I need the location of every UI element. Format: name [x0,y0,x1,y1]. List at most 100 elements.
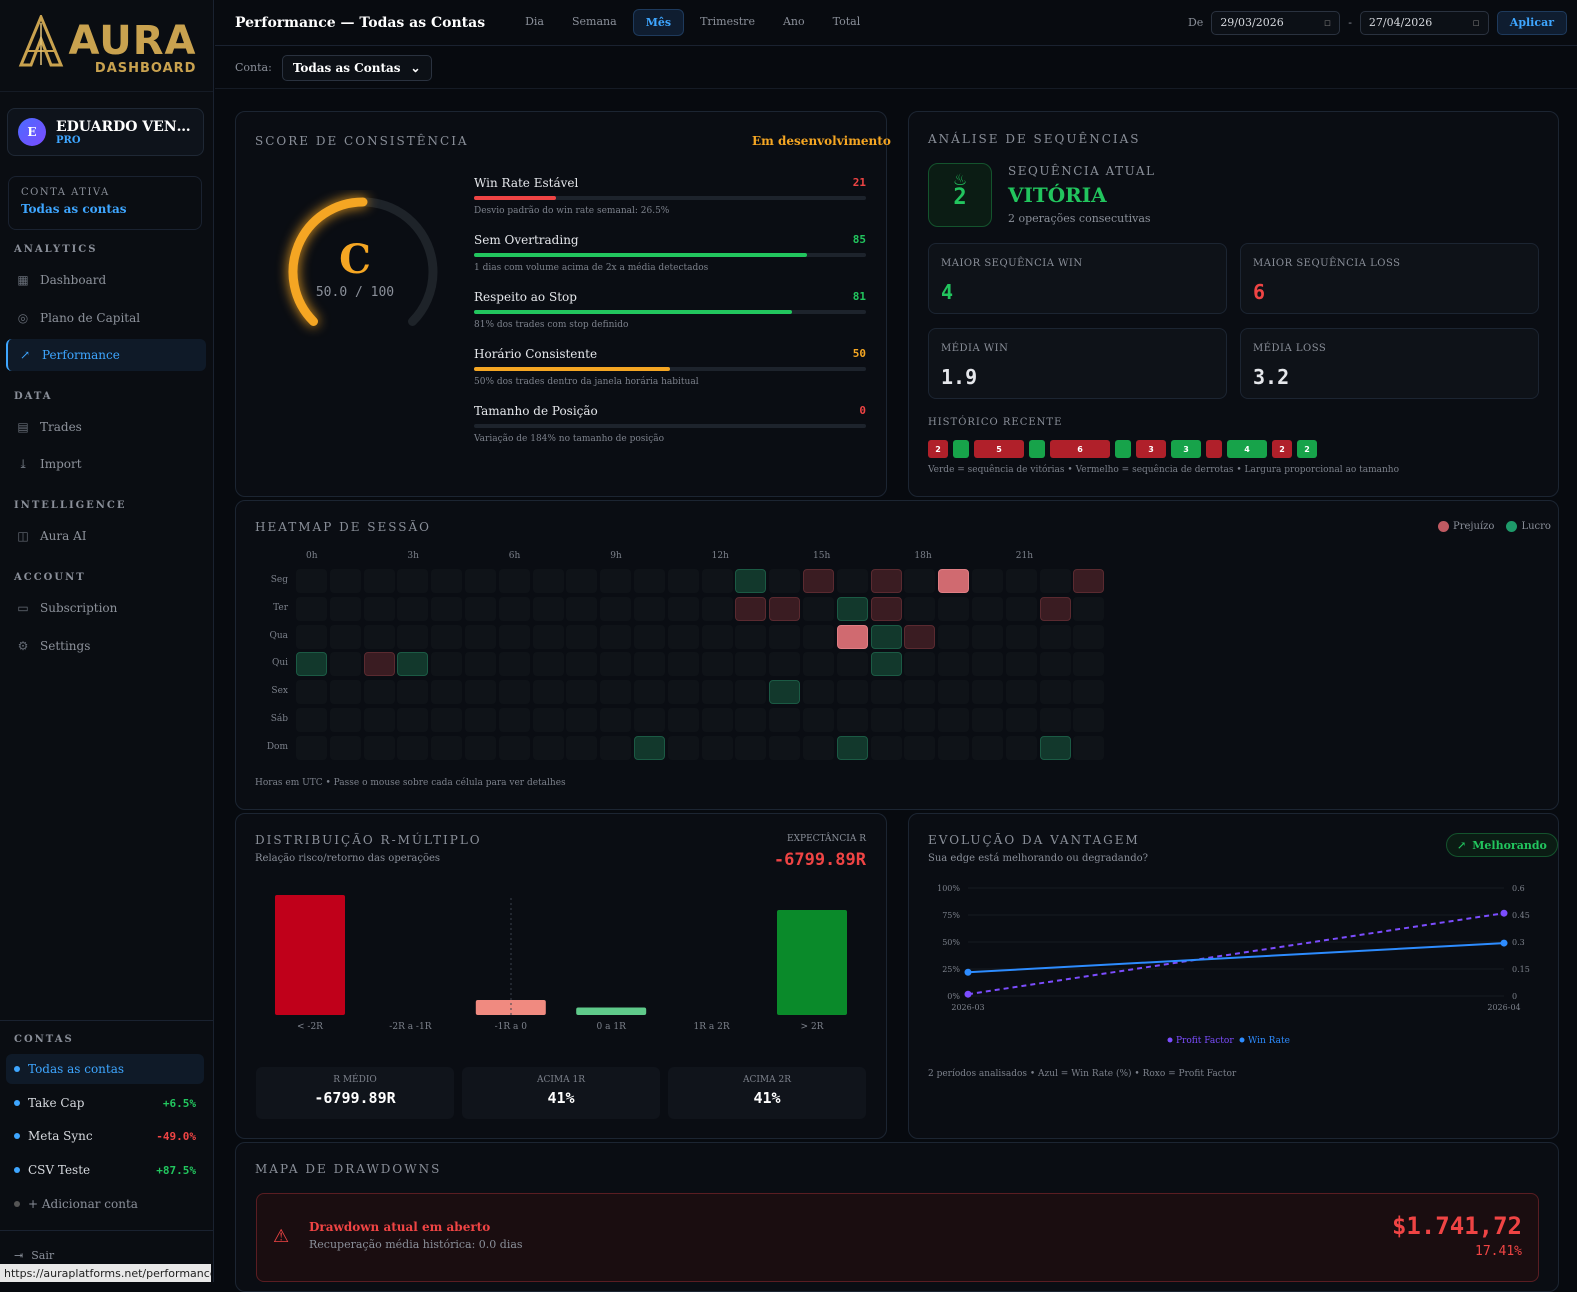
heatmap-cell[interactable] [566,624,598,649]
heatmap-cell[interactable] [566,735,598,760]
sidebar-item-aura-ai[interactable]: ◫ Aura AI [6,520,206,552]
heatmap-cell[interactable] [836,624,868,649]
heatmap-cell[interactable] [904,680,936,705]
heatmap-cell[interactable] [329,735,361,760]
heatmap-cell[interactable] [938,708,970,732]
heatmap-cell[interactable] [498,596,530,621]
heatmap-cell[interactable] [667,680,699,705]
heatmap-cell[interactable] [1039,624,1071,649]
heatmap-cell[interactable] [735,680,767,705]
heatmap-cell[interactable] [498,735,530,760]
heatmap-cell[interactable] [701,735,733,760]
heatmap-cell[interactable] [667,652,699,677]
heatmap-cell[interactable] [870,569,902,593]
tab-trimestre[interactable]: Trimestre [700,15,755,28]
heatmap-cell[interactable] [296,680,327,705]
heatmap-cell[interactable] [1039,596,1071,621]
heatmap-cell[interactable] [431,735,463,760]
heatmap-cell[interactable] [769,569,801,593]
heatmap-cell[interactable] [769,735,801,760]
heatmap-cell[interactable] [1005,569,1037,593]
date-to-input[interactable]: 27/04/2026 ▫ [1359,10,1489,35]
heatmap-cell[interactable] [296,624,327,649]
heatmap-cell[interactable] [397,596,429,621]
r-bar[interactable] [777,910,847,1015]
heatmap-cell[interactable] [836,708,868,732]
heatmap-cell[interactable] [465,652,496,677]
logout-button[interactable]: ⇥ Sair [14,1249,54,1262]
heatmap-cell[interactable] [735,708,767,732]
heatmap-cell[interactable] [870,680,902,705]
heatmap-cell[interactable] [600,652,632,677]
account-item-csv-teste[interactable]: CSV Teste +87.5% [6,1155,204,1185]
heatmap-cell[interactable] [1005,735,1037,760]
heatmap-cell[interactable] [329,624,361,649]
heatmap-cell[interactable] [735,624,767,649]
heatmap-cell[interactable] [397,680,429,705]
heatmap-cell[interactable] [363,624,395,649]
heatmap-cell[interactable] [803,596,834,621]
heatmap-cell[interactable] [904,652,936,677]
account-item-meta-sync[interactable]: Meta Sync -49.0% [6,1121,204,1151]
heatmap-cell[interactable] [532,708,564,732]
heatmap-cell[interactable] [329,596,361,621]
heatmap-cell[interactable] [431,569,463,593]
add-account-button[interactable]: + Adicionar conta [6,1189,204,1219]
heatmap-cell[interactable] [836,569,868,593]
heatmap-cell[interactable] [329,680,361,705]
heatmap-cell[interactable] [972,652,1003,677]
tab-semana[interactable]: Semana [572,15,617,28]
account-select[interactable]: Todas as Contas ⌄ [281,54,432,81]
heatmap-cell[interactable] [566,708,598,732]
heatmap-cell[interactable] [870,624,902,649]
heatmap-cell[interactable] [1005,652,1037,677]
heatmap-cell[interactable] [769,624,801,649]
heatmap-cell[interactable] [972,569,1003,593]
tab-mes[interactable]: Mês [632,9,685,36]
heatmap-cell[interactable] [465,735,496,760]
heatmap-cell[interactable] [1073,652,1105,677]
heatmap-cell[interactable] [329,708,361,732]
heatmap-cell[interactable] [938,624,970,649]
heatmap-cell[interactable] [904,624,936,649]
heatmap-cell[interactable] [498,680,530,705]
heatmap-cell[interactable] [1039,680,1071,705]
heatmap-cell[interactable] [1005,596,1037,621]
heatmap-cell[interactable] [465,624,496,649]
heatmap-cell[interactable] [634,708,665,732]
heatmap-cell[interactable] [938,680,970,705]
heatmap-cell[interactable] [532,569,564,593]
heatmap-cell[interactable] [870,708,902,732]
heatmap-cell[interactable] [600,735,632,760]
heatmap-cell[interactable] [769,652,801,677]
heatmap-cell[interactable] [329,652,361,677]
heatmap-cell[interactable] [600,596,632,621]
heatmap-cell[interactable] [498,569,530,593]
heatmap-cell[interactable] [836,652,868,677]
heatmap-cell[interactable] [600,680,632,705]
heatmap-cell[interactable] [803,735,834,760]
heatmap-cell[interactable] [1039,569,1071,593]
heatmap-cell[interactable] [803,569,834,593]
tab-ano[interactable]: Ano [782,15,805,28]
date-from-input[interactable]: 29/03/2026 ▫ [1211,10,1341,35]
heatmap-cell[interactable] [363,735,395,760]
heatmap-cell[interactable] [431,624,463,649]
heatmap-cell[interactable] [1005,708,1037,732]
heatmap-cell[interactable] [465,596,496,621]
heatmap-cell[interactable] [566,569,598,593]
heatmap-cell[interactable] [769,680,801,705]
active-account-box[interactable]: CONTA ATIVA Todas as contas [8,176,202,230]
heatmap-cell[interactable] [296,735,327,760]
heatmap-cell[interactable] [431,680,463,705]
heatmap-cell[interactable] [566,596,598,621]
heatmap-cell[interactable] [938,735,970,760]
heatmap-cell[interactable] [634,735,665,760]
heatmap-cell[interactable] [972,624,1003,649]
heatmap-cell[interactable] [769,596,801,621]
heatmap-cell[interactable] [465,708,496,732]
heatmap-cell[interactable] [296,708,327,732]
heatmap-cell[interactable] [803,680,834,705]
heatmap-cell[interactable] [397,624,429,649]
heatmap-cell[interactable] [1039,652,1071,677]
